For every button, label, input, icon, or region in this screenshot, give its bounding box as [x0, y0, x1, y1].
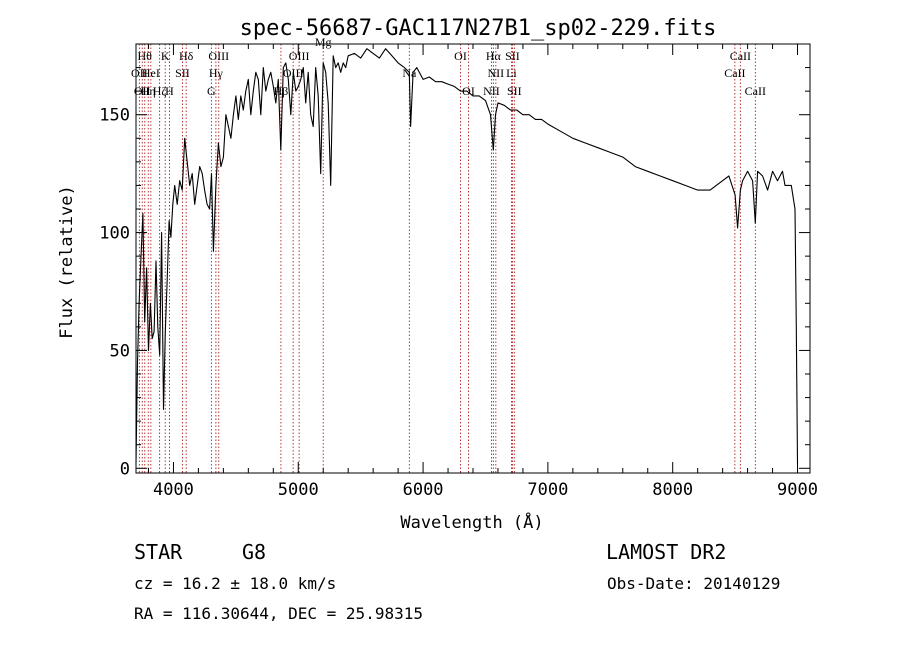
spectral-line-label: Hα	[486, 49, 502, 63]
y-tick-label: 50	[110, 341, 130, 361]
spectral-line-label: H	[165, 84, 174, 98]
spectral-line-label: OII	[134, 84, 151, 98]
spectral-line-label: HeI	[142, 66, 160, 80]
x-tick-label: 4000	[153, 480, 194, 500]
spectral-line-label: Hζ	[153, 84, 167, 98]
x-tick-label: 7000	[527, 480, 568, 500]
object-subclass: G8	[242, 540, 266, 564]
spectral-line-label: OIII	[208, 49, 229, 63]
spectral-line-label: NII	[483, 84, 500, 98]
spectral-line-label: CaII	[745, 84, 766, 98]
spectral-line-label: Hβ	[274, 84, 289, 98]
y-tick-label: 150	[99, 106, 130, 126]
object-class: STAR	[134, 540, 183, 564]
x-axis-label: Wavelength (Å)	[400, 511, 543, 533]
chart-title: spec-56687-GAC117N27B1_sp02-229.fits	[240, 16, 717, 41]
x-tick-label: 6000	[403, 480, 444, 500]
x-tick-label: 5000	[278, 480, 319, 500]
spectral-line-label: Hδ	[179, 49, 194, 63]
spectral-line-label: Hθ	[138, 49, 153, 63]
spectral-line-label: Mg	[315, 35, 332, 49]
spectral-line-label: Hγ	[209, 66, 224, 80]
spectral-line-label: G	[207, 84, 216, 98]
x-tick-label: 8000	[652, 480, 693, 500]
spectral-line-label: K	[161, 49, 170, 63]
y-axis-ticks: 0 50 100 150	[99, 67, 810, 479]
spectral-line-label: SII	[505, 49, 520, 63]
spectral-line-label: SII	[175, 66, 190, 80]
spectral-line-markers	[138, 44, 756, 473]
velocity-readout: cz = 16.2 ± 18.0 km/s	[134, 574, 336, 593]
spectral-line-label: OI	[454, 49, 467, 63]
y-tick-label: 100	[99, 224, 130, 244]
spectral-line-labels: OIIOIIHθHηHeIHζKHSIIHδGHγOIIIHβOIIIOIIIM…	[131, 35, 766, 98]
x-axis-ticks: 4000 5000 6000 7000 8000 9000	[147, 44, 818, 500]
spectrum-line	[135, 48, 799, 464]
survey-name: LAMOST DR2	[606, 540, 726, 564]
y-tick-label: 0	[120, 459, 130, 479]
spectral-line-label: CaII	[724, 66, 745, 80]
spectral-line-label: OIII	[289, 49, 310, 63]
spectral-line-label: CaII	[730, 49, 751, 63]
spectral-line-label: OII	[131, 66, 148, 80]
spectral-line-label: Li	[506, 66, 517, 80]
observation-date: Obs-Date: 20140129	[607, 574, 780, 593]
x-tick-label: 9000	[777, 480, 818, 500]
spectral-line-label: Hη	[141, 84, 156, 98]
y-axis-label: Flux (relative)	[57, 185, 77, 339]
spectral-line-label: NII	[488, 66, 505, 80]
spectral-line-label: SII	[507, 84, 522, 98]
coordinates: RA = 116.30644, DEC = 25.98315	[134, 604, 423, 623]
